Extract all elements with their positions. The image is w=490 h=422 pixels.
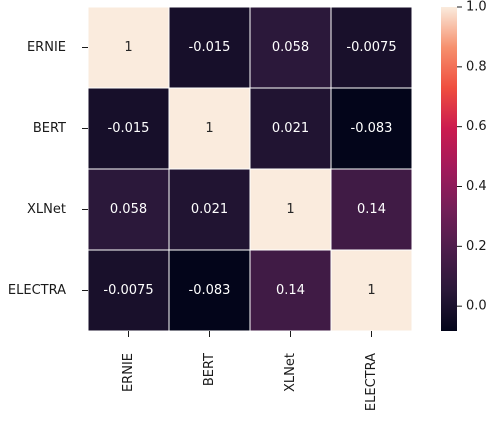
heatmap-cell-0-3 <box>330 6 413 89</box>
cell-value-label-0-1: -0.015 <box>189 40 231 55</box>
colorbar-tick-label-5: 1.0 <box>466 0 487 15</box>
heatmap-cell-3-1 <box>168 249 251 332</box>
colorbar-tick-label-0: 0.0 <box>466 299 487 314</box>
cell-value-label-2-2: 1 <box>286 202 294 217</box>
colorbar: 0.0 0.2 0.4 0.6 0.8 1.0 <box>441 0 487 331</box>
row-tick-label-3: ELECTRA <box>8 283 66 298</box>
row-tick-label-0: ERNIE <box>27 40 66 55</box>
colorbar-tick-label-1: 0.2 <box>466 239 487 254</box>
cell-value-label-3-3: 1 <box>367 283 375 298</box>
cell-value-label-3-0: -0.0075 <box>103 283 153 298</box>
colorbar-tick-label-3: 0.6 <box>466 119 487 134</box>
row-tick-labels: ERNIE BERT XLNet ELECTRA <box>8 40 88 298</box>
heatmap-cell-0-1 <box>168 6 251 89</box>
row-tick-label-1: BERT <box>33 121 66 136</box>
cell-value-label-1-2: 0.021 <box>272 121 309 136</box>
col-tick-label-2: XLNet <box>283 353 298 392</box>
colorbar-tick-label-2: 0.4 <box>466 179 487 194</box>
heatmap-cell-1-3 <box>330 87 413 170</box>
col-tick-labels: ERNIE BERT XLNet ELECTRA <box>121 331 379 411</box>
cell-value-label-1-1: 1 <box>205 121 213 136</box>
cell-value-label-3-2: 0.14 <box>276 283 305 298</box>
cell-value-label-0-2: 0.058 <box>272 40 309 55</box>
heatmap-cell-2-1 <box>168 168 251 251</box>
heatmap-cell-2-3 <box>330 168 413 251</box>
heatmap-cell-0-0 <box>87 6 170 89</box>
heatmap-cell-3-3 <box>330 249 413 332</box>
heatmap-cell-1-1 <box>168 87 251 170</box>
cell-value-label-1-0: -0.015 <box>108 121 150 136</box>
heatmap-cell-3-0 <box>87 249 170 332</box>
heatmap-cell-1-0 <box>87 87 170 170</box>
heatmap-cell-0-2 <box>249 6 332 89</box>
col-tick-label-1: BERT <box>202 353 217 386</box>
cell-value-label-0-0: 1 <box>124 40 132 55</box>
cell-value-label-2-0: 0.058 <box>110 202 147 217</box>
cell-value-label-2-1: 0.021 <box>191 202 228 217</box>
cell-value-label-2-3: 0.14 <box>357 202 386 217</box>
heatmap-cells: 1 -0.015 0.058 -0.0075 -0.015 1 0.021 -0.083 0.0… <box>87 6 413 332</box>
row-tick-label-2: XLNet <box>27 202 66 217</box>
col-tick-label-0: ERNIE <box>121 353 136 392</box>
colorbar-gradient <box>441 7 457 331</box>
cell-value-label-3-1: -0.083 <box>189 283 231 298</box>
cell-value-label-0-3: -0.0075 <box>346 40 396 55</box>
cell-value-label-1-3: -0.083 <box>351 121 393 136</box>
col-tick-label-3: ELECTRA <box>364 353 379 411</box>
colorbar-tick-label-4: 0.8 <box>466 59 487 74</box>
